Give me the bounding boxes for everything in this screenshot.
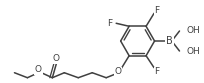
Text: F: F [154, 67, 160, 76]
Text: O: O [115, 67, 122, 76]
Text: O: O [53, 54, 60, 63]
Text: F: F [154, 6, 160, 15]
Text: B: B [166, 36, 173, 46]
Text: OH: OH [186, 47, 200, 57]
Text: OH: OH [186, 25, 200, 35]
Text: F: F [107, 19, 112, 28]
Text: O: O [35, 65, 42, 74]
